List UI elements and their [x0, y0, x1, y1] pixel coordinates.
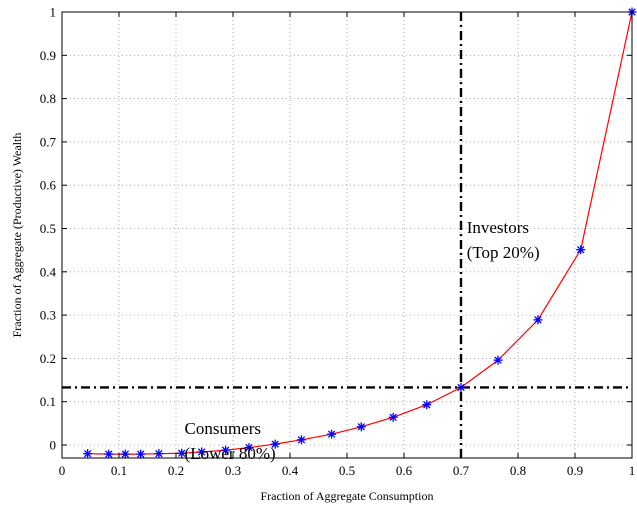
data-point-marker: [327, 429, 337, 439]
data-point-marker: [136, 449, 146, 459]
x-tick-label: 1: [629, 463, 636, 478]
y-tick-label: 0.6: [40, 178, 57, 193]
x-axis-label: Fraction of Aggregate Consumption: [261, 489, 434, 503]
y-tick-label: 0.1: [40, 394, 56, 409]
data-point-marker: [270, 439, 280, 449]
x-tick-label: 0.5: [339, 463, 355, 478]
y-axis-ticks: 0 0.1 0.2 0.3 0.4 0.5 0.6 0.7 0.8 0.9 1: [40, 5, 632, 453]
x-tick-label: 0.1: [111, 463, 127, 478]
x-tick-label: 0.3: [225, 463, 241, 478]
y-tick-label: 0.4: [40, 264, 57, 279]
y-tick-label: 1: [50, 5, 57, 20]
data-point-marker: [197, 447, 207, 457]
data-series: [83, 7, 637, 459]
annotation-line: (Top 20%): [467, 243, 540, 262]
x-tick-label: 0.7: [453, 463, 470, 478]
data-point-marker: [177, 448, 187, 458]
reference-lines: [62, 12, 632, 458]
x-tick-label: 0: [59, 463, 66, 478]
y-tick-label: 0.3: [40, 308, 56, 323]
x-axis-ticks: 0 0.1 0.2 0.3 0.4 0.5 0.6 0.7 0.8 0.9 1: [59, 12, 636, 478]
annotation-line: Consumers: [185, 419, 261, 438]
x-tick-label: 0.6: [396, 463, 413, 478]
data-point-marker: [296, 435, 306, 445]
annotations: Investors (Top 20%) Consumers (Lower 80%): [185, 218, 540, 463]
x-tick-label: 0.2: [168, 463, 184, 478]
y-tick-label: 0.2: [40, 351, 56, 366]
y-tick-label: 0: [50, 438, 57, 453]
y-tick-label: 0.5: [40, 221, 56, 236]
annotation-line: Investors: [467, 218, 529, 237]
data-point-marker: [493, 355, 503, 365]
data-point-marker: [104, 449, 114, 459]
data-point-marker: [356, 422, 366, 432]
data-point-marker: [533, 315, 543, 325]
y-tick-label: 0.7: [40, 134, 57, 149]
x-tick-label: 0.8: [510, 463, 526, 478]
grid: [61, 11, 633, 458]
x-tick-label: 0.4: [282, 463, 299, 478]
plot-frame: [61, 11, 633, 459]
y-tick-label: 0.9: [40, 48, 56, 63]
y-tick-label: 0.8: [40, 91, 56, 106]
data-point-marker: [221, 445, 231, 455]
data-point-marker: [576, 245, 586, 255]
annotation-line: (Lower 80%): [185, 444, 276, 463]
data-point-marker: [154, 449, 164, 459]
data-point-marker: [120, 449, 130, 459]
y-axis-label: Fraction of Aggregate (Productive) Wealt…: [10, 133, 24, 338]
data-point-marker: [83, 449, 93, 459]
data-point-marker: [244, 443, 254, 453]
data-point-marker: [422, 400, 432, 410]
data-point-marker: [388, 412, 398, 422]
data-point-marker: [456, 382, 466, 392]
x-tick-label: 0.9: [567, 463, 583, 478]
